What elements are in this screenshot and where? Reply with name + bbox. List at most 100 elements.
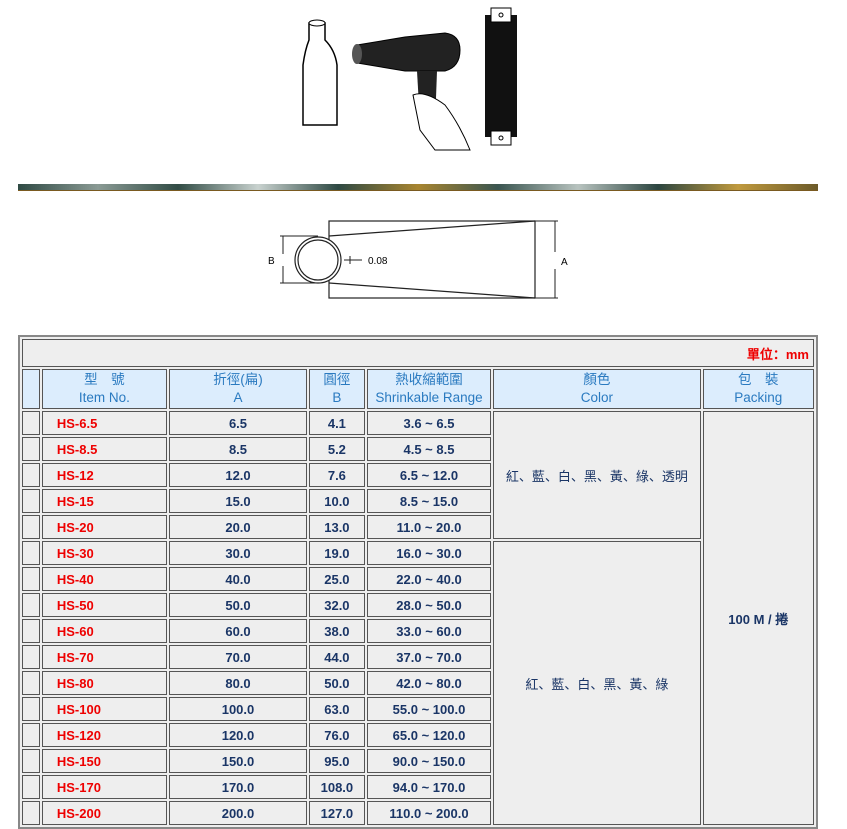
shrink-range-cell: 3.6 ~ 6.5	[366, 411, 492, 435]
shrink-range-cell: 42.0 ~ 80.0	[366, 671, 492, 695]
row-blank	[22, 567, 40, 591]
flat-width-cell: 100.0	[169, 697, 307, 721]
diameter-cell: 32.0	[309, 593, 365, 617]
diameter-cell: 38.0	[309, 619, 365, 643]
table-row: HS-40 40.0 25.0 22.0 ~ 40.0	[22, 567, 814, 591]
row-blank	[22, 775, 40, 799]
table-row: HS-60 60.0 38.0 33.0 ~ 60.0	[22, 619, 814, 643]
flat-width-cell: 20.0	[169, 515, 307, 539]
row-blank	[22, 723, 40, 747]
item-no-cell: HS-50	[41, 593, 167, 617]
shrink-range-cell: 65.0 ~ 120.0	[366, 723, 492, 747]
spec-table: 單位：mm 型 號 Item No. 折徑(扁) A 圓徑 B 熱收縮範圍 Shrinkabl…	[18, 335, 818, 829]
header-zh: 顏色	[583, 372, 611, 387]
table-row: HS-8.5 8.5 5.2 4.5 ~ 8.5	[22, 437, 814, 461]
row-blank	[22, 645, 40, 669]
table-row: HS-6.5 6.5 4.1 3.6 ~ 6.5 紅、藍、白、黑、黃、綠、透明 100 M…	[22, 411, 814, 825]
shrink-range-cell: 110.0 ~ 200.0	[366, 801, 492, 825]
flat-width-cell: 15.0	[169, 489, 307, 513]
unit-label: 單位：mm	[22, 339, 814, 367]
header-blank	[22, 369, 40, 409]
item-no-cell: HS-20	[41, 515, 167, 539]
decorative-divider	[18, 184, 818, 191]
flat-width-cell: 150.0	[169, 749, 307, 773]
row-blank	[22, 515, 40, 539]
tube-dimension-diagram: B 0.08 A	[268, 220, 568, 299]
table-row: HS-170 170.0 108.0 94.0 ~ 170.0	[22, 775, 814, 799]
item-no-cell: HS-200	[41, 801, 167, 825]
header-zh: 包 裝	[738, 372, 779, 387]
shrink-range-cell: 94.0 ~ 170.0	[366, 775, 492, 799]
header-zh: 型 號	[84, 372, 125, 387]
shrink-range-cell: 55.0 ~ 100.0	[366, 697, 492, 721]
diameter-cell: 44.0	[309, 645, 365, 669]
column-header: 圓徑 B	[309, 369, 365, 409]
table-row: HS-70 70.0 44.0 37.0 ~ 70.0	[22, 645, 814, 669]
table-row: HS-30 30.0 19.0 16.0 ~ 30.0 紅、藍、白、黑、黃、綠	[22, 541, 814, 825]
table-row: HS-12 12.0 7.6 6.5 ~ 12.0	[22, 463, 814, 487]
flat-width-cell: 50.0	[169, 593, 307, 617]
diameter-cell: 10.0	[309, 489, 365, 513]
column-header: 包 裝 Packing	[702, 369, 814, 409]
shrink-range-cell: 16.0 ~ 30.0	[366, 541, 492, 565]
table-row: HS-15 15.0 10.0 8.5 ~ 15.0	[22, 489, 814, 513]
item-no-cell: HS-40	[41, 567, 167, 591]
diameter-cell: 76.0	[309, 723, 365, 747]
item-no-cell: HS-8.5	[41, 437, 167, 461]
row-blank	[22, 619, 40, 643]
row-blank	[22, 489, 40, 513]
table-row: HS-120 120.0 76.0 65.0 ~ 120.0	[22, 723, 814, 747]
item-no-cell: HS-100	[41, 697, 167, 721]
table-row: HS-20 20.0 13.0 11.0 ~ 20.0	[22, 515, 814, 539]
column-header: 折徑(扁) A	[169, 369, 307, 409]
diameter-cell: 4.1	[309, 411, 365, 435]
row-blank	[22, 593, 40, 617]
header-en: A	[233, 390, 243, 405]
flat-width-cell: 6.5	[169, 411, 307, 435]
table-row: HS-50 50.0 32.0 28.0 ~ 50.0	[22, 593, 814, 617]
diameter-cell: 50.0	[309, 671, 365, 695]
header-en: B	[332, 390, 342, 405]
flat-width-cell: 80.0	[169, 671, 307, 695]
flat-width-cell: 200.0	[169, 801, 307, 825]
flat-width-cell: 70.0	[169, 645, 307, 669]
header-en: Color	[580, 390, 613, 405]
header-en: Item No.	[78, 390, 130, 405]
header-en: Packing	[734, 390, 783, 405]
label-a: A	[561, 257, 568, 268]
item-no-cell: HS-170	[41, 775, 167, 799]
item-no-cell: HS-15	[41, 489, 167, 513]
heat-gun-illustration	[302, 7, 517, 151]
header-zh: 熱收縮範圍	[395, 372, 463, 387]
flat-width-cell: 60.0	[169, 619, 307, 643]
diameter-cell: 13.0	[309, 515, 365, 539]
thickness-label: 0.08	[368, 256, 388, 267]
shrink-range-cell: 6.5 ~ 12.0	[366, 463, 492, 487]
table-row: HS-100 100.0 63.0 55.0 ~ 100.0	[22, 697, 814, 721]
flat-width-cell: 120.0	[169, 723, 307, 747]
item-no-cell: HS-60	[41, 619, 167, 643]
diameter-cell: 19.0	[309, 541, 365, 565]
diameter-cell: 25.0	[309, 567, 365, 591]
item-no-cell: HS-80	[41, 671, 167, 695]
shrink-range-cell: 22.0 ~ 40.0	[366, 567, 492, 591]
shrink-range-cell: 11.0 ~ 20.0	[366, 515, 492, 539]
table-row: HS-80 80.0 50.0 42.0 ~ 80.0	[22, 671, 814, 695]
flat-width-cell: 8.5	[169, 437, 307, 461]
flat-width-cell: 40.0	[169, 567, 307, 591]
row-blank	[22, 463, 40, 487]
diameter-cell: 127.0	[309, 801, 365, 825]
item-no-cell: HS-70	[41, 645, 167, 669]
item-no-cell: HS-150	[41, 749, 167, 773]
flat-width-cell: 12.0	[169, 463, 307, 487]
header-zh: 圓徑	[323, 372, 351, 387]
shrink-range-cell: 90.0 ~ 150.0	[366, 749, 492, 773]
shrink-range-cell: 28.0 ~ 50.0	[366, 593, 492, 617]
row-blank	[22, 437, 40, 461]
flat-width-cell: 170.0	[169, 775, 307, 799]
item-no-cell: HS-6.5	[41, 411, 167, 435]
color-cell: 紅、藍、白、黑、黃、綠、透明	[493, 411, 701, 539]
packing-cell: 100 M / 捲	[702, 411, 814, 825]
diameter-cell: 108.0	[309, 775, 365, 799]
color-cell: 紅、藍、白、黑、黃、綠	[493, 541, 701, 825]
